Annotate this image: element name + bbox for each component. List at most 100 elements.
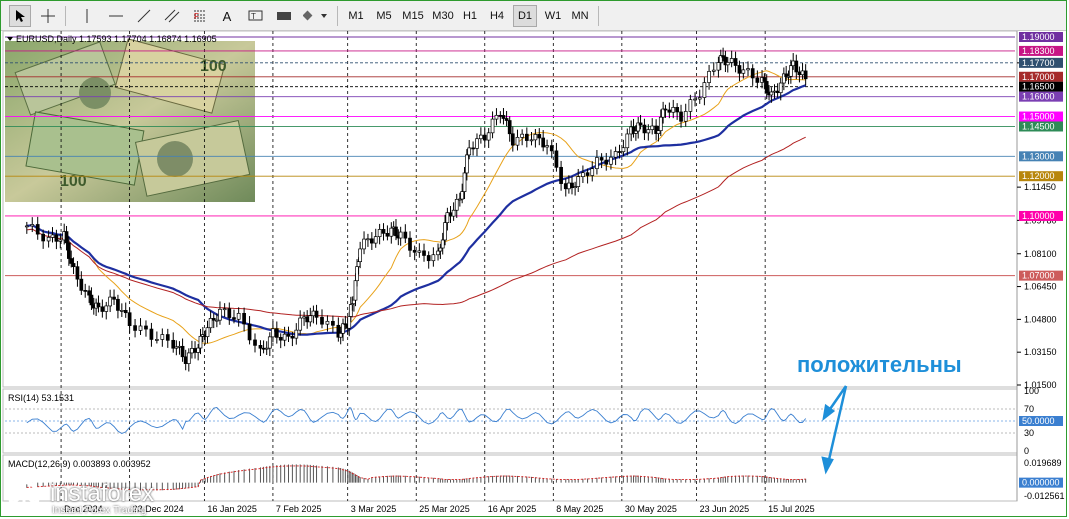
candle-body bbox=[663, 108, 668, 111]
time-axis-label: 15 Jul 2025 bbox=[768, 504, 815, 514]
candle-body bbox=[650, 125, 655, 130]
candle-body bbox=[369, 238, 374, 244]
horizontal-line-icon[interactable] bbox=[105, 5, 127, 27]
candle-body bbox=[634, 130, 638, 134]
candle-body bbox=[385, 232, 390, 237]
toolbar: F A T M1 M5 M15 M30 H1 H4 D1 W1 MN bbox=[1, 1, 1066, 31]
candle-body bbox=[290, 335, 295, 339]
chart-title-text: EURUSD,Daily 1.17593 1.17704 1.16874 1.1… bbox=[16, 34, 217, 44]
candle-body bbox=[218, 308, 222, 321]
candle-body bbox=[462, 172, 467, 192]
cursor-icon[interactable] bbox=[9, 5, 31, 27]
instaforex-logo: instaforex Instant Forex Trading bbox=[6, 478, 184, 516]
price-level-tag: 1.19000 bbox=[1019, 32, 1063, 42]
fibonacci-icon[interactable]: F bbox=[189, 5, 211, 27]
channel-icon[interactable] bbox=[161, 5, 183, 27]
candle-body bbox=[769, 91, 774, 96]
label-icon[interactable]: T bbox=[245, 5, 267, 27]
shapes-icon[interactable] bbox=[273, 5, 295, 27]
candle-body bbox=[119, 309, 124, 312]
crosshair-icon[interactable] bbox=[37, 5, 59, 27]
candle-body bbox=[253, 339, 257, 346]
candle-body bbox=[563, 183, 568, 190]
candle-body bbox=[590, 168, 595, 176]
candle-body bbox=[581, 172, 585, 177]
time-axis-label: 3 Mar 2025 bbox=[351, 504, 397, 514]
rsi-tick-label: 70 bbox=[1024, 404, 1034, 414]
candle-body bbox=[196, 347, 201, 353]
macd-value-tag bbox=[1019, 477, 1063, 488]
candle-body bbox=[529, 139, 534, 142]
candle-body bbox=[533, 134, 538, 141]
candle-body bbox=[171, 339, 176, 349]
timeframe-h1[interactable]: H1 bbox=[462, 10, 478, 22]
candle-body bbox=[617, 151, 622, 153]
candle-body bbox=[160, 334, 165, 340]
timeframe-h4[interactable]: H4 bbox=[489, 10, 505, 22]
candle-body bbox=[214, 319, 219, 322]
shapes-dropdown-icon[interactable] bbox=[301, 5, 331, 27]
candle-body bbox=[267, 336, 272, 349]
candle-body bbox=[642, 124, 647, 134]
candle-body bbox=[366, 238, 370, 241]
candle-body bbox=[373, 236, 378, 244]
candle-body bbox=[286, 333, 291, 337]
price-level-tag: 1.16500 bbox=[1019, 81, 1063, 92]
price-level-tag-label: 1.16500 bbox=[1022, 82, 1055, 92]
candle-body bbox=[314, 310, 319, 318]
candle-body bbox=[501, 115, 506, 119]
candle-body bbox=[729, 58, 734, 63]
price-chart[interactable]: 100 100 EURUSD,Daily 1.17593 1.17704 1.1… bbox=[0, 31, 1067, 517]
trendline-icon[interactable] bbox=[133, 5, 155, 27]
candle-body bbox=[96, 302, 101, 308]
timeframe-m5[interactable]: M5 bbox=[376, 10, 392, 22]
timeframe-m30[interactable]: M30 bbox=[432, 10, 454, 22]
price-level-tag: 1.17700 bbox=[1019, 57, 1063, 68]
candle-body bbox=[679, 111, 683, 122]
candle-body bbox=[198, 335, 203, 349]
candle-body bbox=[138, 325, 143, 331]
price-level-tag-label: 1.17700 bbox=[1022, 58, 1055, 68]
price-level-tag: 1.16000 bbox=[1019, 91, 1063, 102]
candle-body bbox=[41, 233, 46, 242]
candle-body bbox=[486, 132, 491, 141]
candle-body bbox=[451, 209, 456, 217]
text-icon[interactable]: A bbox=[222, 8, 232, 24]
price-level-tag: 1.10000 bbox=[1019, 210, 1063, 221]
time-axis-label: 8 May 2025 bbox=[556, 504, 603, 514]
price-level-tag: 1.18300 bbox=[1019, 45, 1063, 56]
candle-body bbox=[549, 145, 554, 152]
time-axis: Dec 2024 23 Dec 2024 16 Jan 2025 7 Feb 2025… bbox=[64, 504, 815, 514]
candle-body bbox=[186, 352, 191, 364]
candle-body bbox=[741, 69, 746, 74]
candle-body bbox=[789, 65, 793, 77]
candle-body bbox=[471, 147, 475, 150]
rsi-indicator: RSI(14) 53.1531 100 70 50.0000 30 0 bbox=[5, 386, 1063, 456]
candle-body bbox=[112, 296, 116, 300]
candle-body bbox=[438, 247, 443, 252]
candle-body bbox=[764, 81, 769, 94]
candle-body bbox=[707, 70, 711, 83]
timeframe-w1[interactable]: W1 bbox=[544, 10, 562, 22]
candle-body bbox=[338, 332, 343, 338]
candle-body bbox=[711, 69, 716, 72]
timeframe-m1[interactable]: M1 bbox=[348, 10, 364, 22]
candle-body bbox=[69, 258, 74, 264]
candle-body bbox=[448, 212, 453, 217]
candle-body bbox=[490, 118, 495, 134]
candle-body bbox=[222, 308, 227, 311]
candle-body bbox=[35, 224, 40, 235]
timeframe-m15[interactable]: M15 bbox=[402, 10, 424, 22]
candle-body bbox=[67, 242, 71, 259]
ma-mid-line bbox=[26, 84, 807, 336]
candle-body bbox=[389, 227, 394, 237]
timeframe-d1[interactable]: D1 bbox=[513, 5, 537, 27]
instaforex-logo-icon bbox=[8, 480, 40, 512]
candle-body bbox=[559, 166, 563, 184]
candle-body bbox=[524, 133, 529, 141]
candle-body bbox=[54, 234, 59, 242]
candle-body bbox=[667, 109, 672, 113]
candle-body bbox=[426, 255, 431, 262]
vertical-line-icon[interactable] bbox=[77, 5, 97, 27]
timeframe-mn[interactable]: MN bbox=[571, 10, 589, 22]
